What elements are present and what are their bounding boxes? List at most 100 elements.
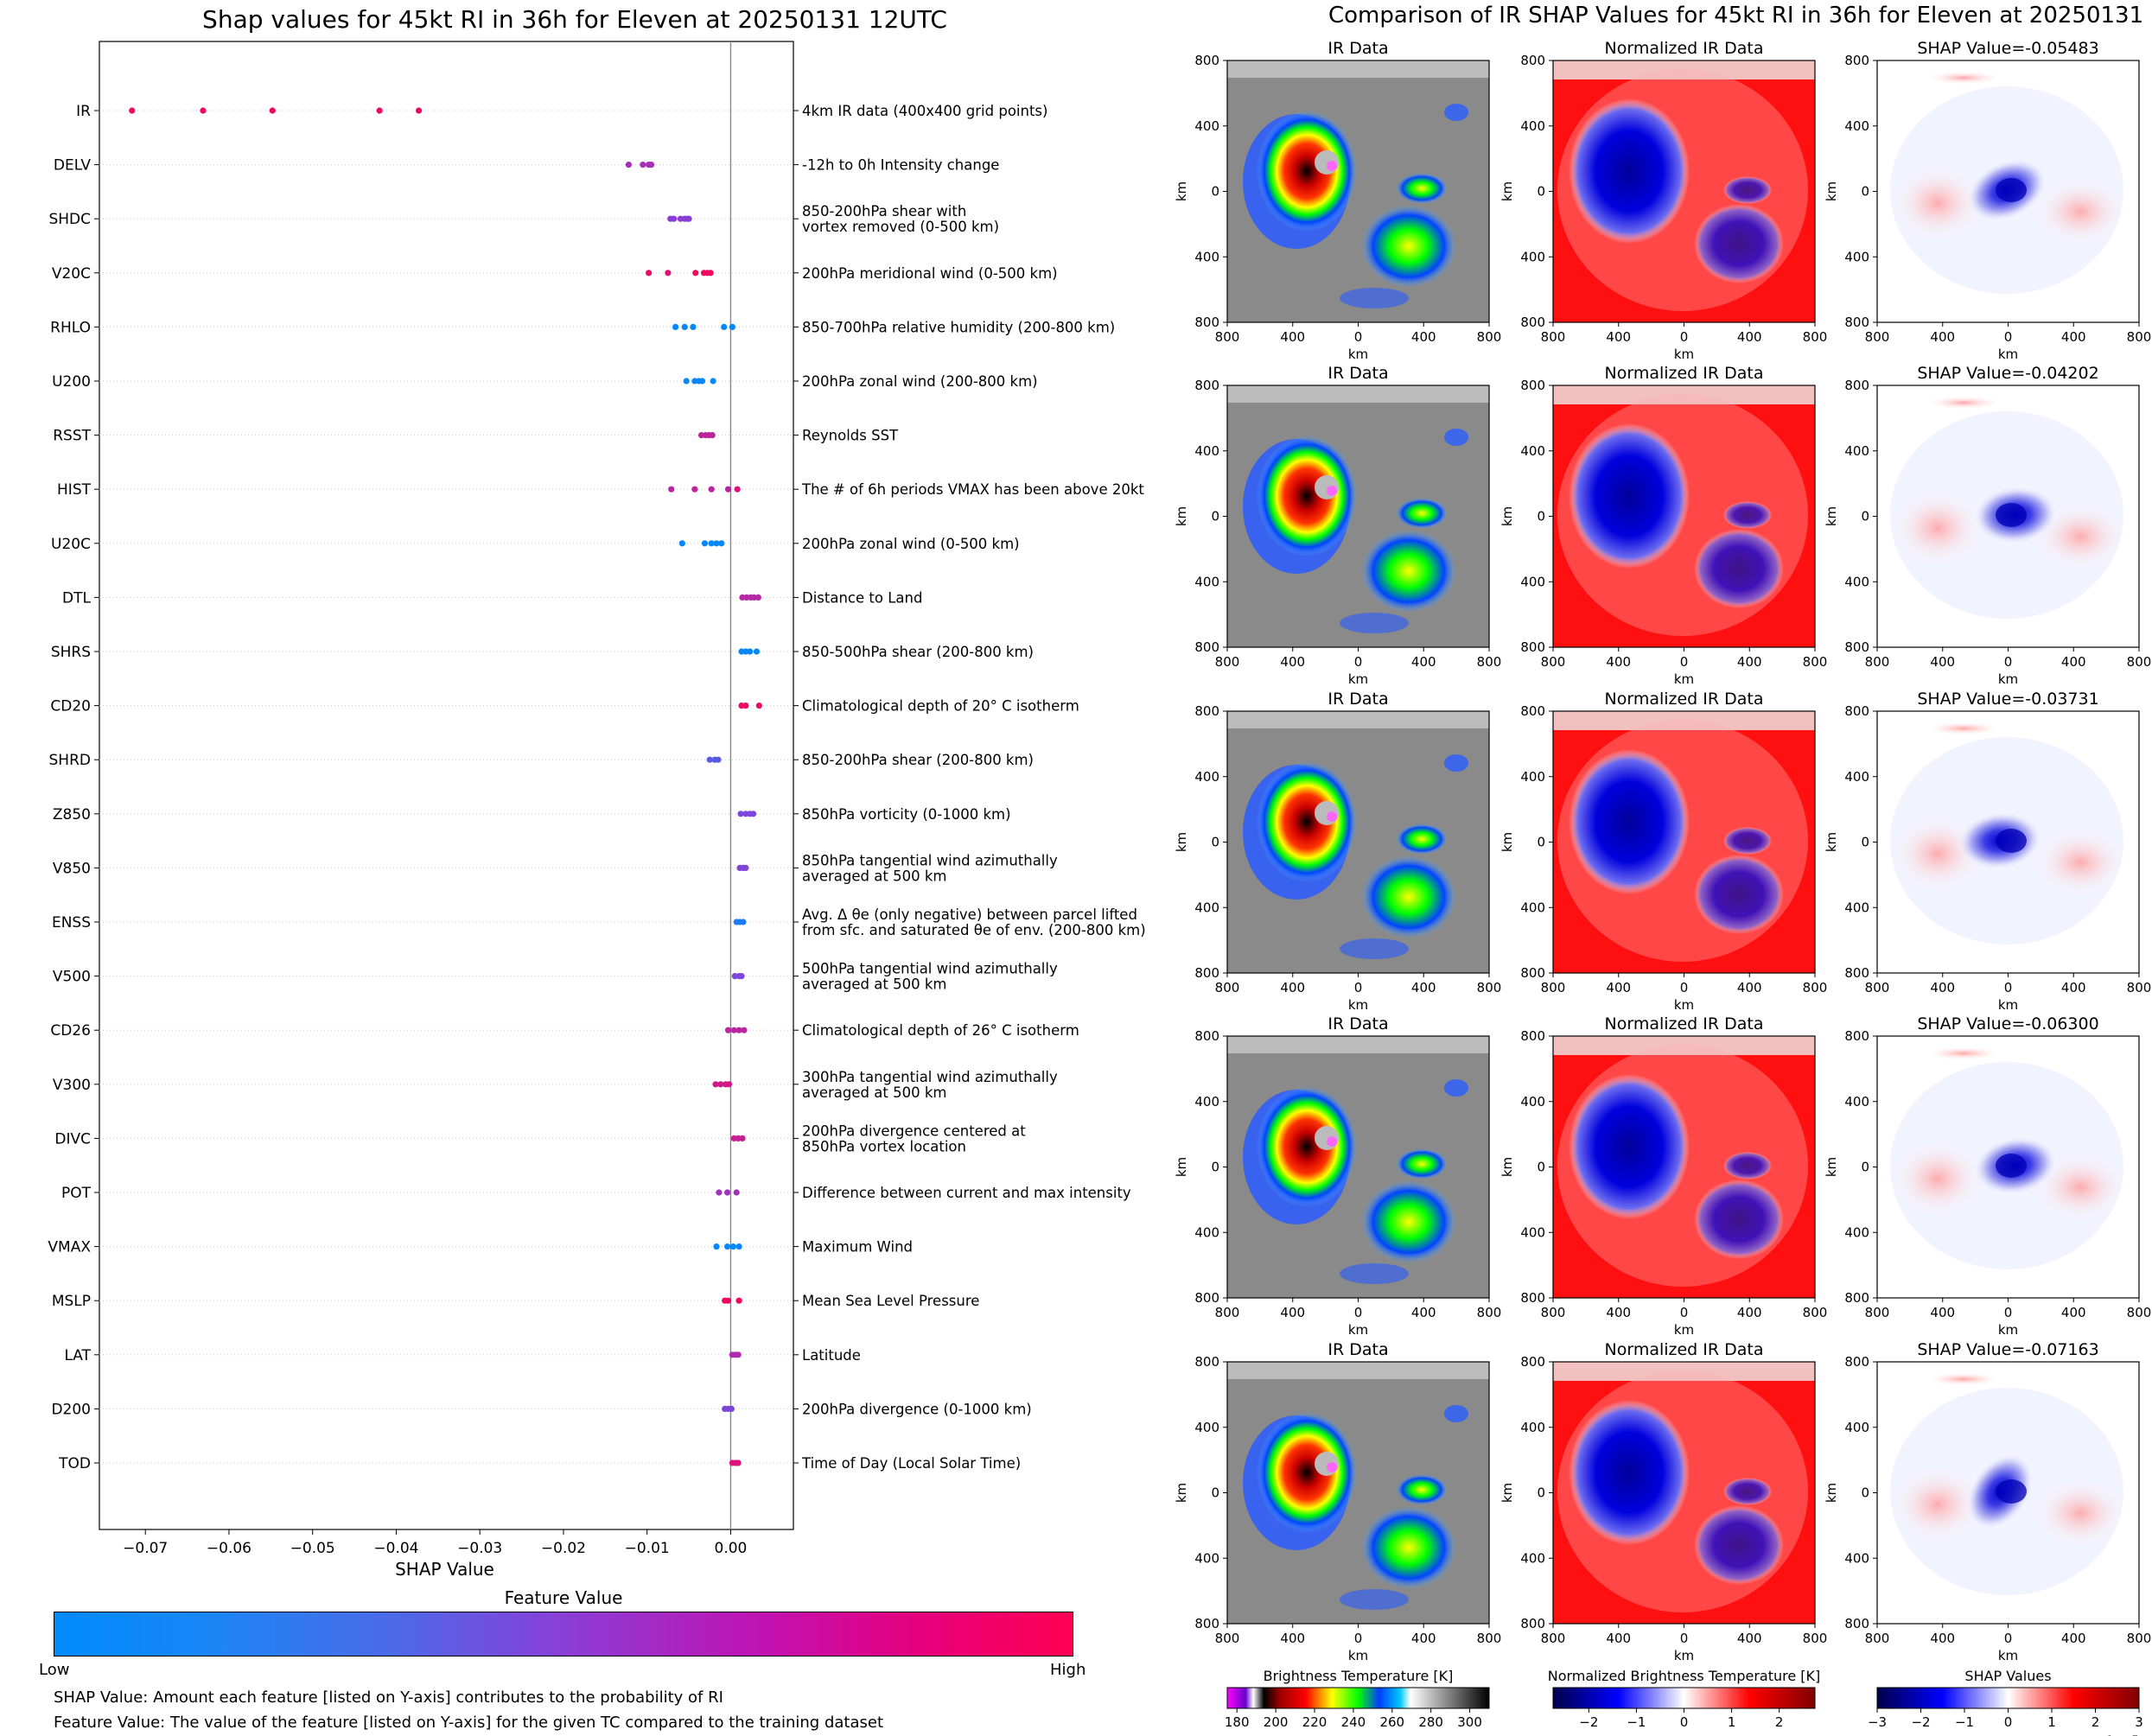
y-tick-label: 800: [1194, 1028, 1219, 1044]
normalized-cloud-band: [1553, 385, 1815, 404]
panel-title: Normalized IR Data: [1605, 39, 1764, 58]
shap-point: [734, 486, 741, 493]
shap-point: [735, 1243, 742, 1250]
shap-point: [625, 162, 633, 169]
beeswarm-chart: IR 4km IR data (400x400 grid points) DELV -…: [48, 41, 1146, 1580]
x-axis-label: km: [1348, 997, 1368, 1013]
shap-point: [709, 432, 716, 439]
x-tick-label: 400: [1411, 980, 1436, 995]
x-tick-label: −0.03: [457, 1540, 502, 1557]
shap-point: [755, 703, 762, 709]
y-tick-label: 800: [1194, 1290, 1219, 1306]
x-tick-label: 800: [1477, 329, 1502, 345]
feature-description: 500hPa tangential wind azimuthally: [802, 961, 1058, 977]
feature-description: Time of Day (Local Solar Time): [801, 1455, 1021, 1472]
x-tick-label: 800: [2127, 654, 2152, 670]
colorbar-title: Brightness Temperature [K]: [1264, 1668, 1454, 1684]
x-tick-label: 800: [1865, 654, 1890, 670]
y-axis-label: km: [1824, 1157, 1839, 1177]
y-tick-label: 400: [1520, 1094, 1545, 1110]
x-tick-label: 0: [2004, 1631, 2013, 1646]
normalized-secondary-cluster: [1694, 1180, 1784, 1259]
shap-point: [735, 1027, 742, 1033]
y-tick-label: 400: [1194, 1420, 1219, 1435]
panel-title: Normalized IR Data: [1605, 364, 1764, 383]
ir-convective-core: [1257, 1412, 1357, 1533]
shap-positive-region: [1925, 722, 2002, 735]
y-tick-label: 400: [1844, 1550, 1869, 1566]
y-tick-label: 800: [1520, 965, 1545, 981]
y-tick-label: 800: [1844, 1616, 1869, 1631]
x-tick-label: 800: [1803, 654, 1828, 670]
y-tick-label: 0: [1537, 835, 1545, 850]
normalized-cold-core: [1569, 749, 1690, 894]
y-axis-label: km: [1499, 181, 1515, 201]
colorbar-tick-label: 220: [1302, 1714, 1327, 1730]
y-tick-label: 400: [1844, 900, 1869, 915]
feature-label-vmax: VMAX: [48, 1239, 91, 1256]
normalized-cloud-band: [1553, 711, 1815, 730]
feature-description: vortex removed (0-500 km): [802, 219, 999, 235]
normalized-cluster: [1723, 176, 1772, 204]
shap-point: [678, 540, 685, 547]
x-tick-label: 400: [1411, 1305, 1436, 1320]
y-tick-label: 800: [1194, 53, 1219, 68]
normalized-ir-panel: Normalized IR Data8008004004000040040080…: [1499, 1340, 1827, 1663]
feature-description: 200hPa zonal wind (0-500 km): [802, 536, 1020, 552]
feature-description: Avg. Δ θe (only negative) between parcel…: [802, 906, 1137, 923]
y-tick-label: 800: [1520, 703, 1545, 719]
x-tick-label: 0: [1354, 1305, 1363, 1320]
feature-description: Climatological depth of 26° C isotherm: [802, 1022, 1079, 1039]
shap-point: [742, 703, 749, 709]
feature-description: 850-500hPa shear (200-800 km): [802, 644, 1034, 660]
y-tick-label: 0: [1861, 184, 1869, 200]
normalized-cloud-band: [1553, 1036, 1815, 1055]
y-tick-label: 0: [1211, 1485, 1219, 1501]
x-tick-label: 800: [2127, 329, 2152, 345]
feature-description: The # of 6h periods VMAX has been above …: [801, 481, 1144, 498]
x-tick-label: 0: [1354, 329, 1363, 345]
x-tick-label: 400: [1737, 654, 1762, 670]
x-tick-label: 800: [1215, 980, 1240, 995]
colorbar-tick-label: 200: [1264, 1714, 1289, 1730]
shap-point: [721, 323, 728, 330]
shap-point: [647, 162, 655, 169]
feature-description: Distance to Land: [802, 589, 922, 606]
feature-description: averaged at 500 km: [802, 976, 946, 993]
y-tick-label: 0: [1537, 509, 1545, 525]
y-tick-label: 400: [1194, 249, 1219, 264]
y-tick-label: 800: [1520, 1616, 1545, 1631]
shap-point: [754, 594, 761, 601]
shap-point: [683, 378, 690, 385]
x-tick-label: 0: [1354, 980, 1363, 995]
left-chart-title: Shap values for 45kt RI in 36h for Eleve…: [202, 5, 947, 34]
x-tick-label: 400: [2061, 1305, 2086, 1320]
x-tick-label: 400: [1737, 329, 1762, 345]
shap-panel: SHAP Value=-0.05483800800400400004004008…: [1824, 39, 2151, 362]
normalized-cluster: [1723, 501, 1772, 529]
feature-label-shrd: SHRD: [49, 752, 91, 769]
y-tick-label: 400: [1520, 443, 1545, 459]
feature-description: 4km IR data (400x400 grid points): [802, 103, 1047, 119]
ir-cell: [1444, 754, 1468, 772]
ir-secondary-cluster: [1361, 205, 1456, 288]
shap-point: [723, 1189, 731, 1196]
feature-label-dtl: DTL: [62, 589, 91, 607]
y-tick-label: 800: [1844, 639, 1869, 655]
x-tick-label: 800: [1803, 329, 1828, 345]
shap-point: [715, 756, 722, 763]
x-tick-label: −0.06: [207, 1540, 251, 1557]
y-tick-label: 800: [1194, 965, 1219, 981]
x-tick-label: 0: [1680, 329, 1689, 345]
ir-eye-core: [1327, 486, 1337, 496]
feature-description: 200hPa divergence (0-1000 km): [802, 1401, 1032, 1417]
shap-point: [717, 1081, 724, 1088]
shap-point: [200, 107, 207, 114]
normalized-secondary-cluster: [1694, 855, 1784, 934]
x-tick-label: 400: [1737, 980, 1762, 995]
y-tick-label: 800: [1844, 1290, 1869, 1306]
feature-description: 850-200hPa shear with: [802, 203, 966, 219]
